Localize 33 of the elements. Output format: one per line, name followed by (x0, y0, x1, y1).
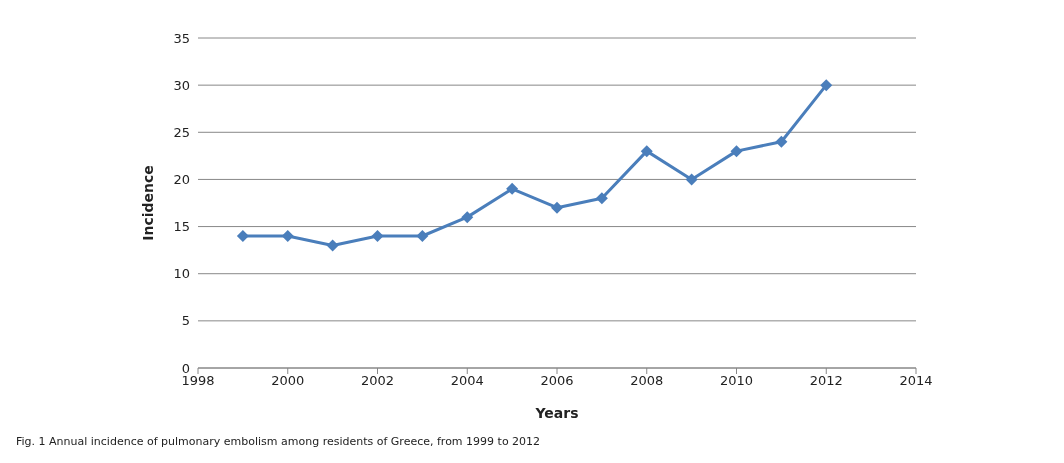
caption: Fig. 1 Annual incidence of pulmonary embolism among residents of Greece, from 1999 to 2012 (16, 435, 542, 448)
x-axis-title: Years (534, 405, 579, 421)
point (236, 230, 249, 242)
point (640, 145, 653, 158)
x-tick-label: 1998 (181, 373, 215, 389)
point (595, 192, 608, 205)
point (461, 211, 474, 224)
point (551, 201, 563, 214)
x-tick-label: 2002 (360, 373, 395, 389)
point (506, 182, 519, 195)
x-tick-label: 2014 (899, 373, 933, 389)
y-tick-label: 35 (173, 30, 190, 46)
x-tick-label: 2010 (719, 373, 754, 389)
point (416, 230, 429, 242)
y-tick-label: 10 (173, 266, 190, 282)
point (820, 79, 833, 92)
y-tick-label: 0 (181, 360, 190, 376)
x-tick-label: 2004 (450, 373, 484, 389)
y-tick-label: 5 (181, 313, 190, 329)
point (730, 145, 743, 158)
y-axis-title: Incidence (139, 165, 156, 241)
y-tick-label: 25 (173, 124, 190, 140)
point (371, 230, 384, 242)
y-tick-label: 15 (173, 219, 190, 235)
point (685, 173, 698, 186)
x-tick-label: 2012 (809, 373, 843, 389)
point (326, 239, 339, 252)
x-tick-label: 2006 (540, 373, 574, 389)
point (775, 135, 788, 148)
x-tick-label: 2008 (630, 373, 664, 389)
y-tick-label: 20 (173, 172, 190, 188)
x-tick-label: 2000 (271, 373, 305, 389)
y-tick-label: 30 (173, 77, 190, 93)
